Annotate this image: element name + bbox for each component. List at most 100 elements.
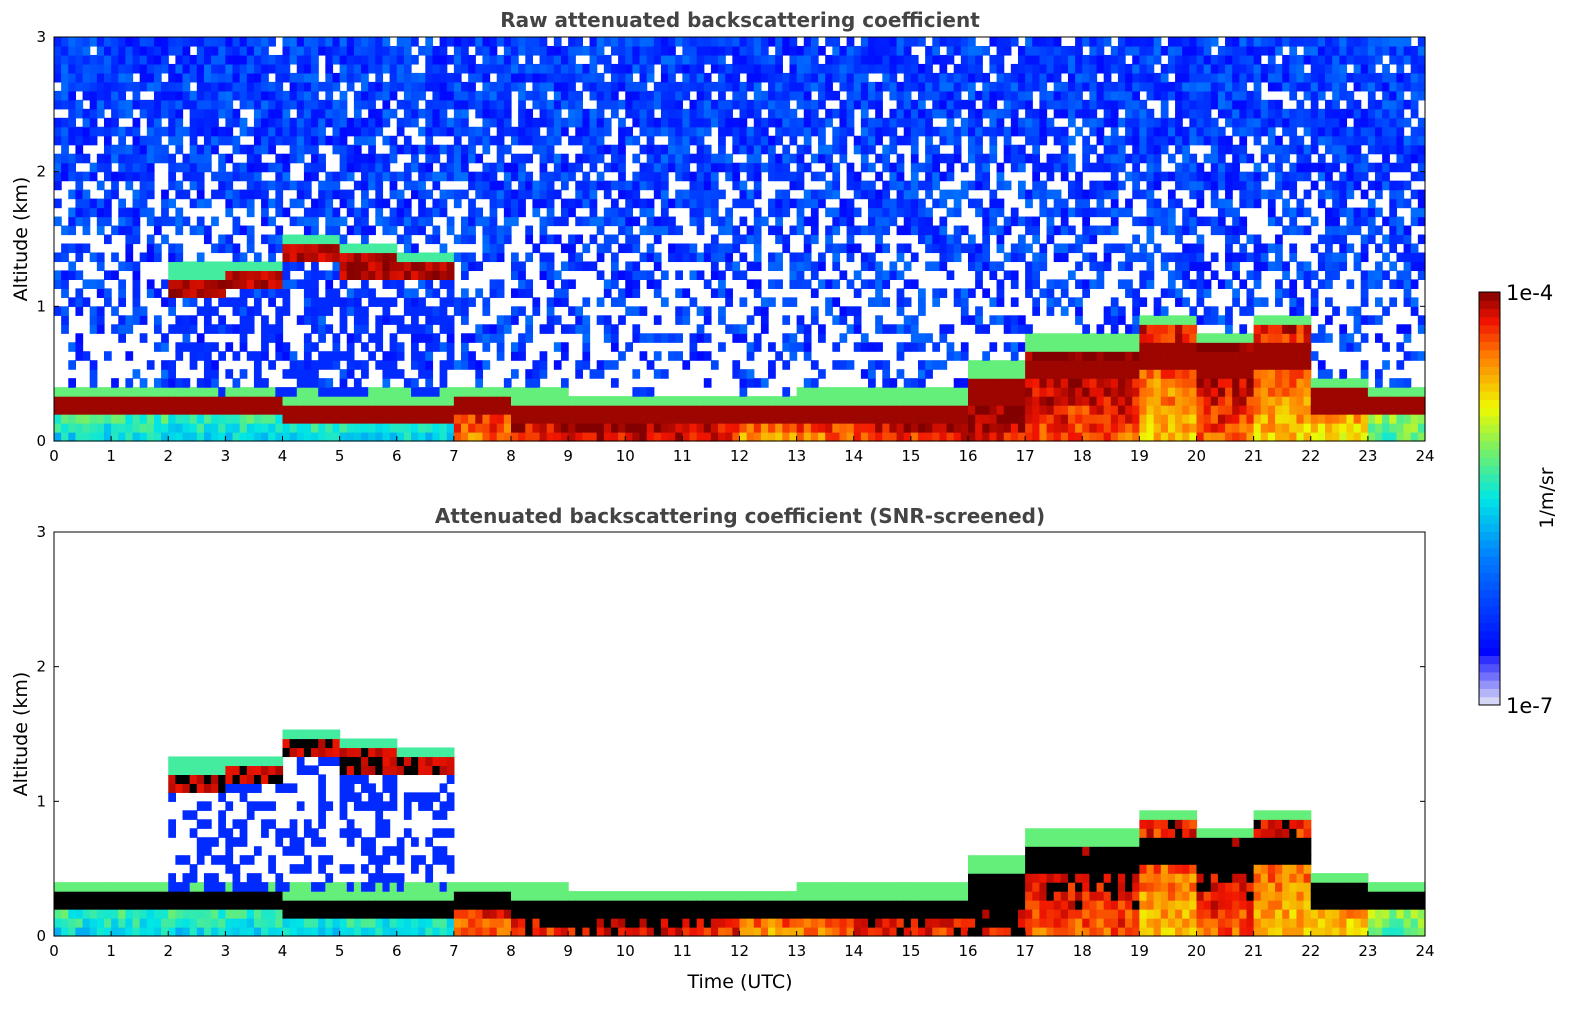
heatmap-cell bbox=[253, 288, 262, 298]
heatmap-cell bbox=[903, 405, 912, 415]
heatmap-cell bbox=[910, 117, 919, 128]
heatmap-cell bbox=[232, 396, 241, 406]
heatmap-cell bbox=[918, 162, 926, 173]
heatmap-cell bbox=[1046, 37, 1055, 47]
heatmap-cell bbox=[196, 423, 205, 433]
heatmap-cell bbox=[1117, 45, 1126, 56]
heatmap-cell bbox=[1096, 387, 1105, 397]
heatmap-cell bbox=[868, 81, 876, 92]
heatmap-cell bbox=[311, 126, 319, 137]
heatmap-cell bbox=[639, 387, 648, 397]
heatmap-cell bbox=[239, 324, 248, 334]
heatmap-cell bbox=[982, 261, 991, 272]
heatmap-cell bbox=[846, 324, 855, 334]
heatmap-cell bbox=[303, 387, 312, 397]
heatmap-cell bbox=[339, 198, 348, 209]
heatmap-cell bbox=[1146, 369, 1155, 379]
heatmap-cell bbox=[896, 342, 905, 352]
heatmap-cell bbox=[525, 234, 534, 245]
heatmap-cell bbox=[568, 252, 576, 263]
heatmap-cell bbox=[382, 117, 391, 128]
heatmap-cell bbox=[875, 432, 883, 442]
heatmap-cell bbox=[432, 198, 441, 209]
heatmap-cell bbox=[1017, 162, 1026, 173]
heatmap-cell bbox=[968, 414, 976, 424]
heatmap-cell bbox=[875, 324, 883, 334]
heatmap-cell bbox=[253, 189, 262, 200]
heatmap-cell bbox=[560, 432, 569, 442]
heatmap-cell bbox=[1139, 171, 1148, 182]
heatmap-cell bbox=[996, 315, 1005, 325]
heatmap-cell bbox=[1075, 81, 1083, 92]
heatmap-cell bbox=[246, 63, 255, 74]
heatmap-cell bbox=[732, 162, 741, 173]
heatmap-cell bbox=[511, 126, 519, 137]
heatmap-cell bbox=[1110, 405, 1119, 415]
heatmap-cell bbox=[660, 180, 669, 191]
heatmap-cell bbox=[211, 99, 219, 110]
heatmap-cell bbox=[760, 72, 769, 83]
heatmap-cell bbox=[446, 396, 455, 406]
heatmap-cell bbox=[939, 360, 948, 370]
heatmap-cell bbox=[346, 306, 355, 316]
heatmap-cell bbox=[753, 216, 762, 227]
heatmap-cell bbox=[1053, 333, 1062, 343]
heatmap-cell bbox=[425, 378, 434, 388]
heatmap-cell bbox=[689, 54, 698, 65]
heatmap-cell bbox=[1010, 342, 1019, 352]
heatmap-cell bbox=[1139, 37, 1148, 47]
heatmap-cell bbox=[518, 414, 526, 424]
heatmap-cell bbox=[960, 405, 969, 415]
heatmap-cell bbox=[860, 261, 869, 272]
heatmap-cell bbox=[696, 135, 705, 146]
heatmap-cell bbox=[632, 261, 641, 272]
heatmap-cell bbox=[182, 396, 191, 406]
heatmap-cell bbox=[882, 360, 891, 370]
heatmap-cell bbox=[760, 423, 769, 433]
heatmap-cell bbox=[953, 207, 962, 218]
heatmap-cell bbox=[746, 351, 755, 361]
heatmap-cell bbox=[746, 369, 755, 379]
heatmap-cell bbox=[361, 360, 369, 370]
heatmap-cell bbox=[482, 333, 491, 343]
heatmap-cell bbox=[339, 261, 348, 272]
heatmap-cell bbox=[339, 189, 348, 200]
heatmap-cell bbox=[1082, 432, 1090, 442]
heatmap-cell bbox=[161, 189, 169, 200]
heatmap-cell bbox=[396, 189, 405, 200]
heatmap-cell bbox=[825, 414, 833, 424]
heatmap-cell bbox=[496, 432, 505, 442]
heatmap-cell bbox=[810, 396, 819, 406]
heatmap-cell bbox=[1025, 63, 1033, 74]
heatmap-cell bbox=[1139, 405, 1148, 415]
heatmap-cell bbox=[1010, 351, 1019, 361]
heatmap-cell bbox=[268, 81, 276, 92]
heatmap-cell bbox=[132, 162, 141, 173]
heatmap-cell bbox=[1167, 423, 1176, 433]
heatmap-cell bbox=[1089, 90, 1098, 101]
heatmap-cell bbox=[139, 414, 148, 424]
heatmap-cell bbox=[425, 108, 434, 119]
heatmap-cell bbox=[796, 396, 805, 406]
heatmap-cell bbox=[768, 342, 776, 352]
heatmap-cell bbox=[532, 198, 541, 209]
heatmap-cell bbox=[953, 108, 962, 119]
heatmap-cell bbox=[275, 135, 284, 146]
heatmap-cell bbox=[411, 162, 419, 173]
heatmap-cell bbox=[532, 306, 541, 316]
heatmap-cell bbox=[1117, 117, 1126, 128]
heatmap-cell bbox=[1103, 387, 1112, 397]
heatmap-cell bbox=[132, 405, 141, 415]
heatmap-cell bbox=[953, 297, 962, 307]
heatmap-cell bbox=[589, 369, 598, 379]
heatmap-cell bbox=[653, 189, 662, 200]
heatmap-cell bbox=[425, 99, 434, 110]
heatmap-cell bbox=[853, 180, 862, 191]
heatmap-cell bbox=[946, 243, 955, 254]
heatmap-cell bbox=[646, 162, 655, 173]
heatmap-cell bbox=[853, 315, 862, 325]
heatmap-cell bbox=[925, 135, 933, 146]
heatmap-cell bbox=[1167, 432, 1176, 442]
heatmap-cell bbox=[1017, 342, 1026, 352]
